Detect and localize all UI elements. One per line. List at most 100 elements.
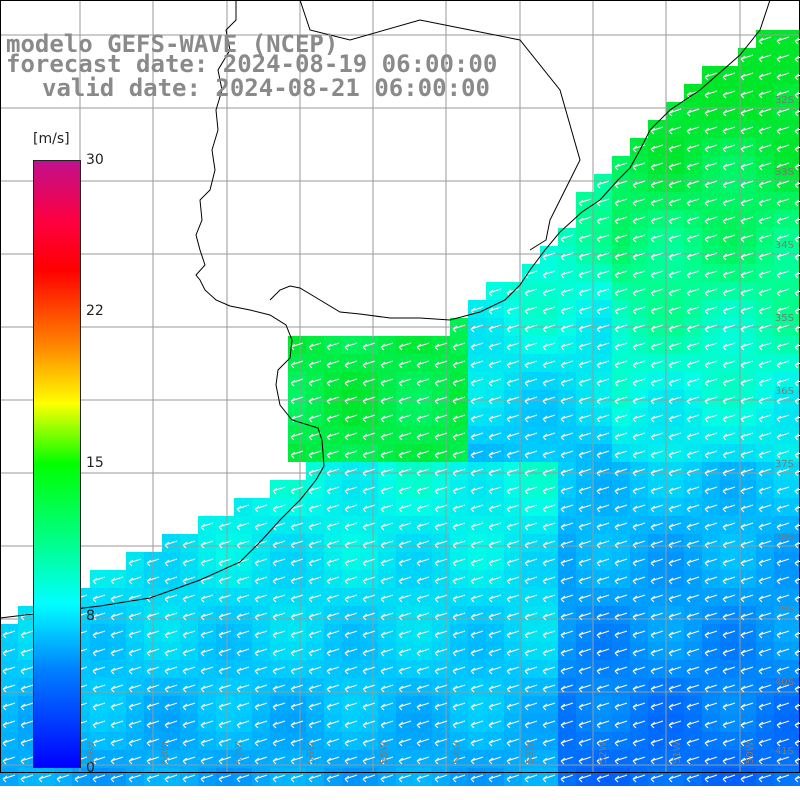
wind-arrow <box>236 540 250 549</box>
wind-arrow <box>542 324 556 333</box>
wind-arrow <box>632 720 646 729</box>
wind-arrow <box>308 450 322 459</box>
colorbar <box>33 160 81 768</box>
wind-arrow <box>488 576 502 585</box>
wind-arrow <box>650 540 664 549</box>
wind-arrow <box>776 594 790 603</box>
wind-arrow <box>650 504 664 513</box>
wind-arrow <box>758 450 772 459</box>
speed-cell <box>792 390 800 408</box>
wind-arrow <box>254 612 268 621</box>
wind-arrow <box>704 720 718 729</box>
wind-arrow <box>344 396 358 405</box>
wind-arrow <box>686 306 700 315</box>
wind-arrow <box>488 684 502 693</box>
wind-arrow <box>470 738 484 747</box>
wind-arrow <box>668 396 682 405</box>
wind-arrow <box>650 702 664 711</box>
wind-arrow <box>524 594 538 603</box>
wind-arrow <box>92 648 106 657</box>
speed-cell <box>792 426 800 444</box>
wind-arrow <box>740 72 754 81</box>
wind-arrow <box>326 468 340 477</box>
wind-arrow <box>704 306 718 315</box>
wind-arrow <box>218 540 232 549</box>
wind-arrow <box>200 684 214 693</box>
wind-arrow <box>794 523 800 531</box>
wind-arrow <box>470 414 484 423</box>
wind-arrow <box>794 667 800 675</box>
wind-arrow <box>758 198 772 207</box>
wind-arrow <box>236 576 250 585</box>
wind-arrow <box>614 342 628 351</box>
wind-arrow <box>704 558 718 567</box>
wind-arrow <box>524 504 538 513</box>
wind-arrow <box>758 378 772 387</box>
wind-arrow <box>398 774 412 783</box>
wind-arrow <box>794 235 800 243</box>
wind-arrow <box>272 540 286 549</box>
wind-arrow <box>434 450 448 459</box>
wind-arrow <box>326 360 340 369</box>
wind-arrow <box>128 774 142 783</box>
wind-arrow <box>380 432 394 441</box>
wind-arrow <box>794 721 800 729</box>
wind-arrow <box>308 648 322 657</box>
wind-arrow <box>218 666 232 675</box>
latitude-label: 35S <box>774 313 794 324</box>
wind-arrow <box>614 360 628 369</box>
wind-arrow <box>272 612 286 621</box>
wind-arrow <box>326 720 340 729</box>
wind-arrow <box>794 595 800 603</box>
wind-arrow <box>542 252 556 261</box>
wind-arrow <box>758 720 772 729</box>
wind-arrow <box>344 594 358 603</box>
wind-arrow <box>722 180 736 189</box>
wind-arrow <box>740 108 754 117</box>
wind-arrow <box>722 198 736 207</box>
wind-arrow <box>704 450 718 459</box>
wind-arrow <box>722 630 736 639</box>
wind-arrow <box>704 684 718 693</box>
wind-arrow <box>758 36 772 45</box>
wind-arrow <box>668 270 682 279</box>
speed-cell <box>792 282 800 300</box>
wind-arrow <box>362 558 376 567</box>
wind-arrow <box>182 738 196 747</box>
wind-arrow <box>560 666 574 675</box>
wind-arrow <box>578 216 592 225</box>
wind-arrow <box>506 468 520 477</box>
wind-arrow <box>290 432 304 441</box>
wind-arrow <box>776 468 790 477</box>
wind-arrow <box>416 486 430 495</box>
wind-arrow <box>92 738 106 747</box>
wind-arrow <box>722 720 736 729</box>
speed-cell <box>792 48 800 66</box>
wind-arrow <box>614 504 628 513</box>
wind-arrow <box>506 378 520 387</box>
wind-arrow <box>722 144 736 153</box>
wind-arrow <box>722 396 736 405</box>
wind-arrow <box>272 720 286 729</box>
wind-arrow <box>578 522 592 531</box>
valid-date: valid date: 2024-08-21 06:00:00 <box>42 74 490 102</box>
wind-arrow <box>110 684 124 693</box>
wind-arrow <box>578 684 592 693</box>
wind-arrow <box>506 684 520 693</box>
wind-arrow <box>614 576 628 585</box>
wind-arrow <box>758 90 772 99</box>
wind-arrow <box>20 720 34 729</box>
wind-arrow <box>668 378 682 387</box>
wind-arrow <box>362 378 376 387</box>
wind-arrow <box>560 450 574 459</box>
wind-arrow <box>704 630 718 639</box>
wind-arrow <box>686 594 700 603</box>
wind-arrow <box>218 684 232 693</box>
wind-arrow <box>380 504 394 513</box>
wind-arrow <box>110 702 124 711</box>
wind-arrow <box>704 288 718 297</box>
wind-arrow <box>488 504 502 513</box>
wind-arrow <box>794 109 800 117</box>
wind-arrow <box>596 630 610 639</box>
